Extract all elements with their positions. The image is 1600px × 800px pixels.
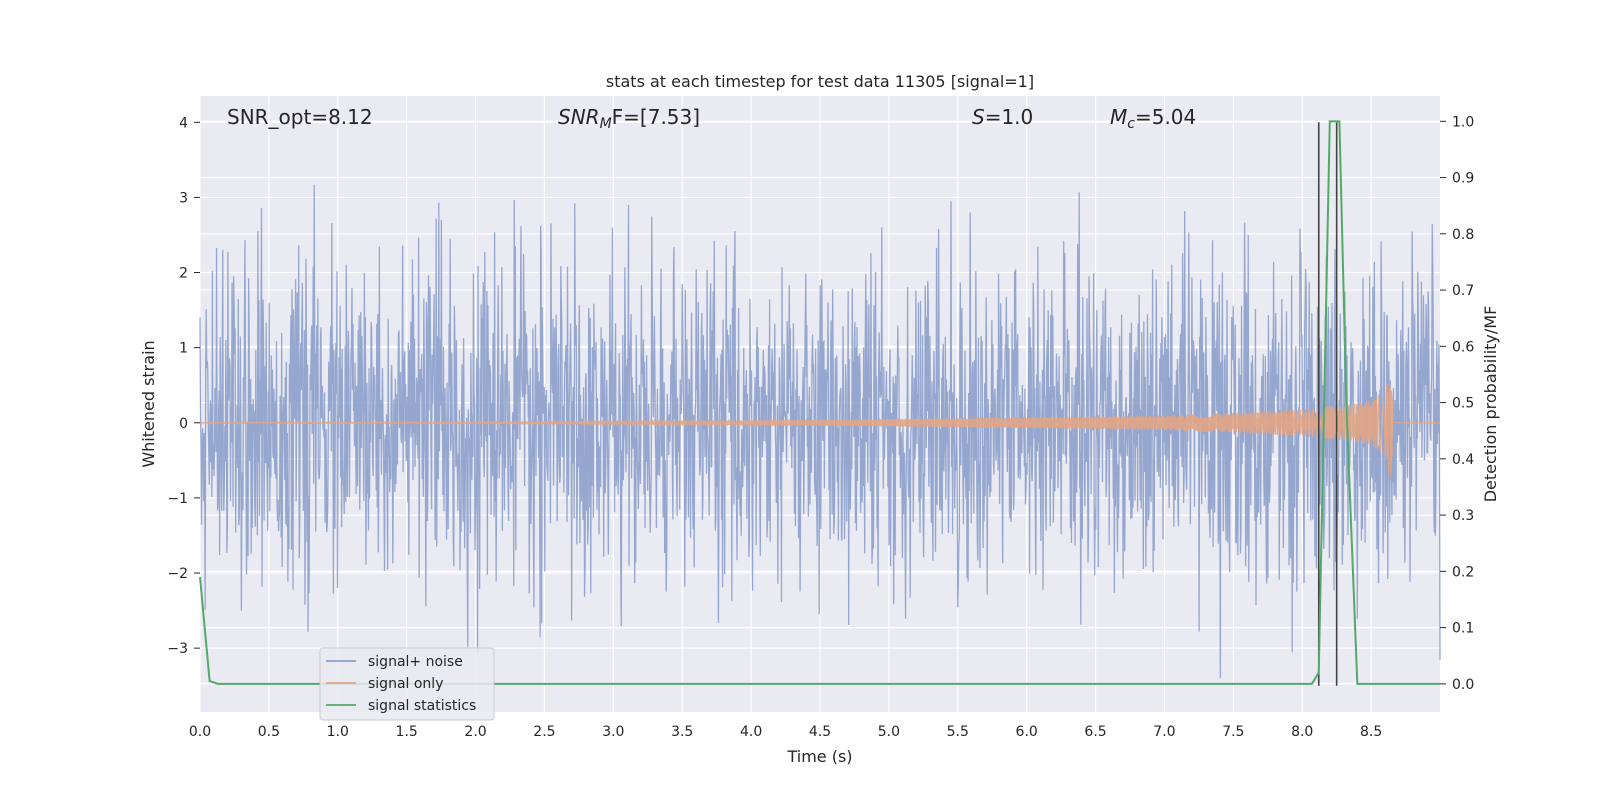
left-y-tick-label: −3	[167, 641, 188, 657]
right-y-tick-label: 0.9	[1452, 171, 1474, 187]
x-tick-label: 6.0	[1016, 724, 1038, 740]
annotation-s-label: S	[972, 105, 985, 129]
left-y-tick-label: −2	[167, 566, 188, 582]
legend-label-signal-statistics: signal statistics	[368, 698, 476, 714]
chart-title: stats at each timestep for test data 113…	[606, 72, 1034, 91]
annotation-s: S=1.0	[972, 105, 1033, 129]
right-y-tick-label: 0.7	[1452, 283, 1474, 299]
x-axis-ticks: 0.0 0.5 1.0 1.5 2.0 2.5 3.0 3.5 4.0 4.5 5.0 5.5 6.0 6…	[189, 724, 1382, 740]
right-y-tick-label: 0.1	[1452, 621, 1474, 637]
signal-statistics-series	[199, 120, 1440, 685]
left-y-tick-label: −1	[167, 491, 188, 507]
right-y-tick-label: 0.3	[1452, 508, 1474, 524]
right-y-tick-label: 0.4	[1452, 452, 1474, 468]
x-tick-label: 1.0	[327, 724, 349, 740]
left-y-tick-label: 0	[179, 416, 188, 432]
x-tick-label: 4.5	[809, 724, 831, 740]
annotation-snr-mf-sub: M	[600, 116, 612, 132]
annotation-snr-opt: SNR_opt=8.12	[227, 105, 373, 129]
signal-statistics-line	[199, 120, 1440, 685]
marker-lines	[1317, 122, 1338, 686]
annotation-mc: Mc=5.04	[1110, 105, 1196, 132]
signal-only-series	[199, 383, 1440, 478]
x-tick-label: 6.5	[1084, 724, 1106, 740]
annotation-snr-mf-rest: F=[7.53]	[612, 105, 700, 129]
annotation-snr-mf-label: SNR	[558, 105, 600, 129]
x-tick-label: 4.0	[740, 724, 762, 740]
left-y-tick-label: 2	[179, 266, 188, 282]
legend-box	[319, 647, 495, 721]
right-y-axis-label: Detection probability/MF	[1481, 306, 1500, 503]
right-y-tick-label: 0.6	[1452, 339, 1474, 355]
right-y-tick-label: 1.0	[1452, 114, 1474, 130]
x-tick-label: 3.0	[602, 724, 624, 740]
right-y-tick-label: 0.0	[1452, 677, 1474, 693]
signal-noise-line	[199, 184, 1441, 679]
left-y-axis-ticks: 4 3 2 1 0 −1 −2 −3	[167, 115, 200, 657]
annotation-mc-sub: c	[1127, 116, 1135, 132]
left-y-tick-label: 3	[179, 190, 188, 206]
x-tick-label: 7.0	[1153, 724, 1175, 740]
x-axis-label: Time (s)	[786, 747, 852, 766]
right-y-tick-label: 0.8	[1452, 227, 1474, 243]
annotation-snr-mf: SNRMF=[7.53]	[558, 105, 700, 132]
legend-label-signal-noise: signal+ noise	[368, 654, 463, 670]
x-tick-label: 2.0	[464, 724, 486, 740]
right-y-tick-label: 0.2	[1452, 564, 1474, 580]
legend-label-signal-only: signal only	[368, 676, 443, 692]
left-y-tick-label: 1	[179, 341, 188, 357]
x-tick-label: 8.0	[1291, 724, 1313, 740]
x-tick-label: 1.5	[396, 724, 418, 740]
x-tick-label: 3.5	[671, 724, 693, 740]
legend: signal+ noise signal only signal statist…	[319, 647, 495, 721]
left-y-axis-label: Whitened strain	[139, 340, 158, 467]
signal-only-line	[199, 383, 1440, 478]
signal-noise-series	[199, 184, 1441, 679]
annotation-s-value: =1.0	[985, 105, 1034, 129]
x-tick-label: 5.0	[878, 724, 900, 740]
x-tick-label: 2.5	[533, 724, 555, 740]
x-tick-label: 8.5	[1360, 724, 1382, 740]
x-tick-label: 0.5	[258, 724, 280, 740]
right-y-axis-ticks: 1.0 0.9 0.8 0.7 0.6 0.5 0.4 0.3 0.2 0.1 0.0	[1440, 114, 1474, 693]
annotation-mc-label: M	[1110, 105, 1127, 129]
x-tick-label: 0.0	[189, 724, 211, 740]
x-tick-label: 5.5	[947, 724, 969, 740]
x-tick-label: 7.5	[1222, 724, 1244, 740]
right-y-tick-label: 0.5	[1452, 396, 1474, 412]
annotation-mc-value: =5.04	[1135, 105, 1196, 129]
left-y-tick-label: 4	[179, 115, 188, 131]
